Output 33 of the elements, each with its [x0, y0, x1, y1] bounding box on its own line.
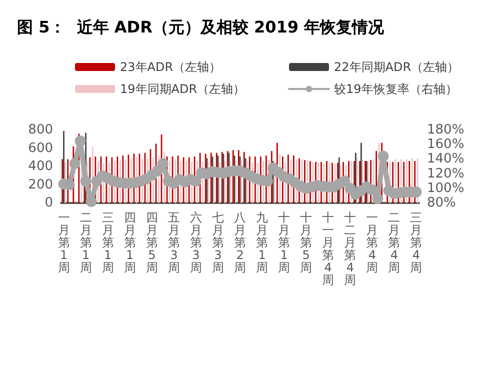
x-tick-label: 二月第4周	[388, 210, 400, 274]
x-tick-label: 三月第1周	[102, 210, 114, 274]
y2-tick-label: 140%	[427, 152, 464, 167]
legend-label: 23年ADR（左轴）	[120, 60, 222, 74]
x-tick-label: 七月第3周	[212, 210, 224, 274]
x-tick-label: 十一月第4周	[322, 210, 334, 287]
y-tick-label: 800	[28, 122, 53, 138]
y-tick-label: 0	[44, 196, 53, 210]
legend-label: 19年同期ADR（左轴）	[120, 82, 246, 96]
x-tick-label: 十二月第4周	[344, 210, 356, 287]
y-tick-label: 400	[28, 159, 53, 174]
x-tick-label: 四月第1周	[124, 210, 136, 274]
x-tick-label: 二月第1周	[80, 210, 92, 274]
legend-label: 22年同期ADR（左轴）	[334, 60, 460, 74]
x-tick-label: 十月第5周	[300, 210, 312, 274]
y-tick-label: 200	[28, 177, 53, 192]
x-tick-label: 九月第1周	[256, 210, 268, 274]
y-tick-label: 600	[28, 140, 53, 156]
x-tick-label: 一月第4周	[366, 210, 378, 274]
y2-tick-label: 80%	[427, 196, 456, 210]
x-tick-label: 六月第3周	[190, 210, 202, 274]
x-tick-label: 八月第2周	[234, 210, 246, 274]
x-tick-label: 十月第1周	[278, 210, 290, 274]
legend-label: 较19年恢复率（右轴）	[334, 82, 458, 96]
x-tick-label: 一月第1周	[58, 210, 70, 274]
x-tick-label: 五月第3周	[168, 210, 180, 274]
y2-tick-label: 180%	[427, 122, 464, 138]
y2-tick-label: 160%	[427, 137, 464, 152]
y2-tick-label: 120%	[427, 166, 464, 182]
y2-tick-label: 100%	[427, 180, 464, 196]
x-tick-label: 四月第5周	[146, 210, 158, 274]
x-tick-label: 三月第4周	[410, 210, 422, 274]
chart-title: 图 5： 近年 ADR（元）及相较 2019 年恢复情况	[17, 18, 386, 36]
